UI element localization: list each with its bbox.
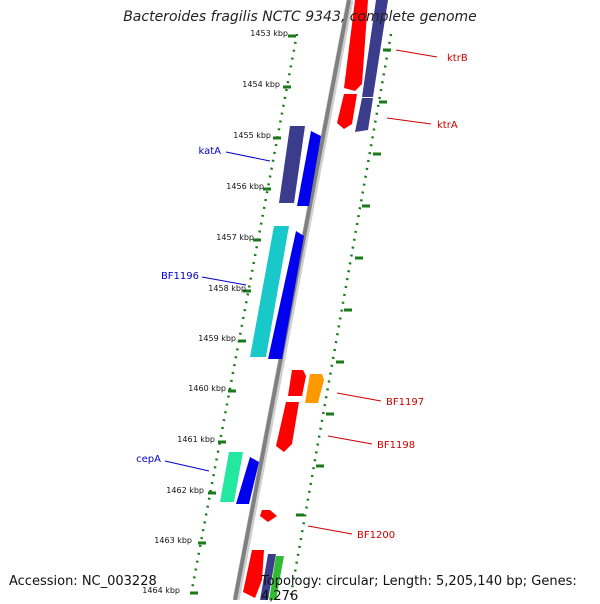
tick-label: 1458 kbp [208,284,246,293]
tick-label: 1454 kbp [242,80,280,89]
reverse-genes [220,126,321,504]
gene-label-ktrB[interactable]: ktrB [447,53,468,64]
gene-label-katA[interactable]: katA [198,146,221,157]
tick-labels: 1453 kbp 1454 kbp 1455 kbp 1456 kbp 1457… [142,29,288,595]
label-connectors [164,49,438,535]
tick-label: 1460 kbp [188,384,226,393]
forward-genes [243,0,388,600]
gene-cepA-blue[interactable] [236,457,259,504]
tick-label: 1453 kbp [250,29,288,38]
gene-label-BF1196[interactable]: BF1196 [161,271,199,282]
gene-ktrA-part[interactable] [355,98,373,132]
gene-BF1197[interactable] [305,374,324,403]
tick-label: 1462 kbp [166,486,204,495]
gene-labels: ktrB ktrA BF1197 BF1198 BF1200 katA BF11… [136,53,468,541]
map-title: Bacteroides fragilis NCTC 9343, complete… [123,9,477,25]
gene-BF1198[interactable] [276,402,299,452]
reverse-track-guide [188,33,299,600]
tick-label: 1464 kbp [142,586,180,595]
gene-label-BF1200[interactable]: BF1200 [357,530,395,541]
gene-label-ktrA[interactable]: ktrA [437,120,458,131]
gene-ktrB[interactable] [344,0,368,91]
gene-BF1196[interactable] [250,226,289,357]
tick-marks [190,34,296,595]
tick-label: 1461 kbp [177,435,215,444]
gene-ktrB-part[interactable] [362,0,388,97]
gene-bottom-green[interactable] [269,556,284,600]
gene-ktrA[interactable] [337,94,357,129]
tick-label: 1459 kbp [198,334,236,343]
tick-label: 1455 kbp [233,131,271,140]
gene-cepA[interactable] [220,452,243,502]
gene-bottom-red[interactable] [243,550,264,598]
gene-katA[interactable] [297,131,321,206]
tick-label: 1457 kbp [216,233,254,242]
gene-BF1196-blue[interactable] [268,231,304,359]
gene-BF1197-red[interactable] [288,370,306,396]
right-tick-marks [296,48,391,517]
gene-label-cepA[interactable]: cepA [136,454,161,465]
gene-label-BF1197[interactable]: BF1197 [386,397,424,408]
gene-label-BF1198[interactable]: BF1198 [377,440,415,451]
accession-text: Accession: NC_003228 [9,574,157,589]
tick-label: 1463 kbp [154,536,192,545]
gene-bottom-navy[interactable] [260,554,276,600]
gene-katA-navy[interactable] [279,126,305,203]
tick-label: 1456 kbp [226,182,264,191]
gene-BF1200[interactable] [260,510,277,522]
